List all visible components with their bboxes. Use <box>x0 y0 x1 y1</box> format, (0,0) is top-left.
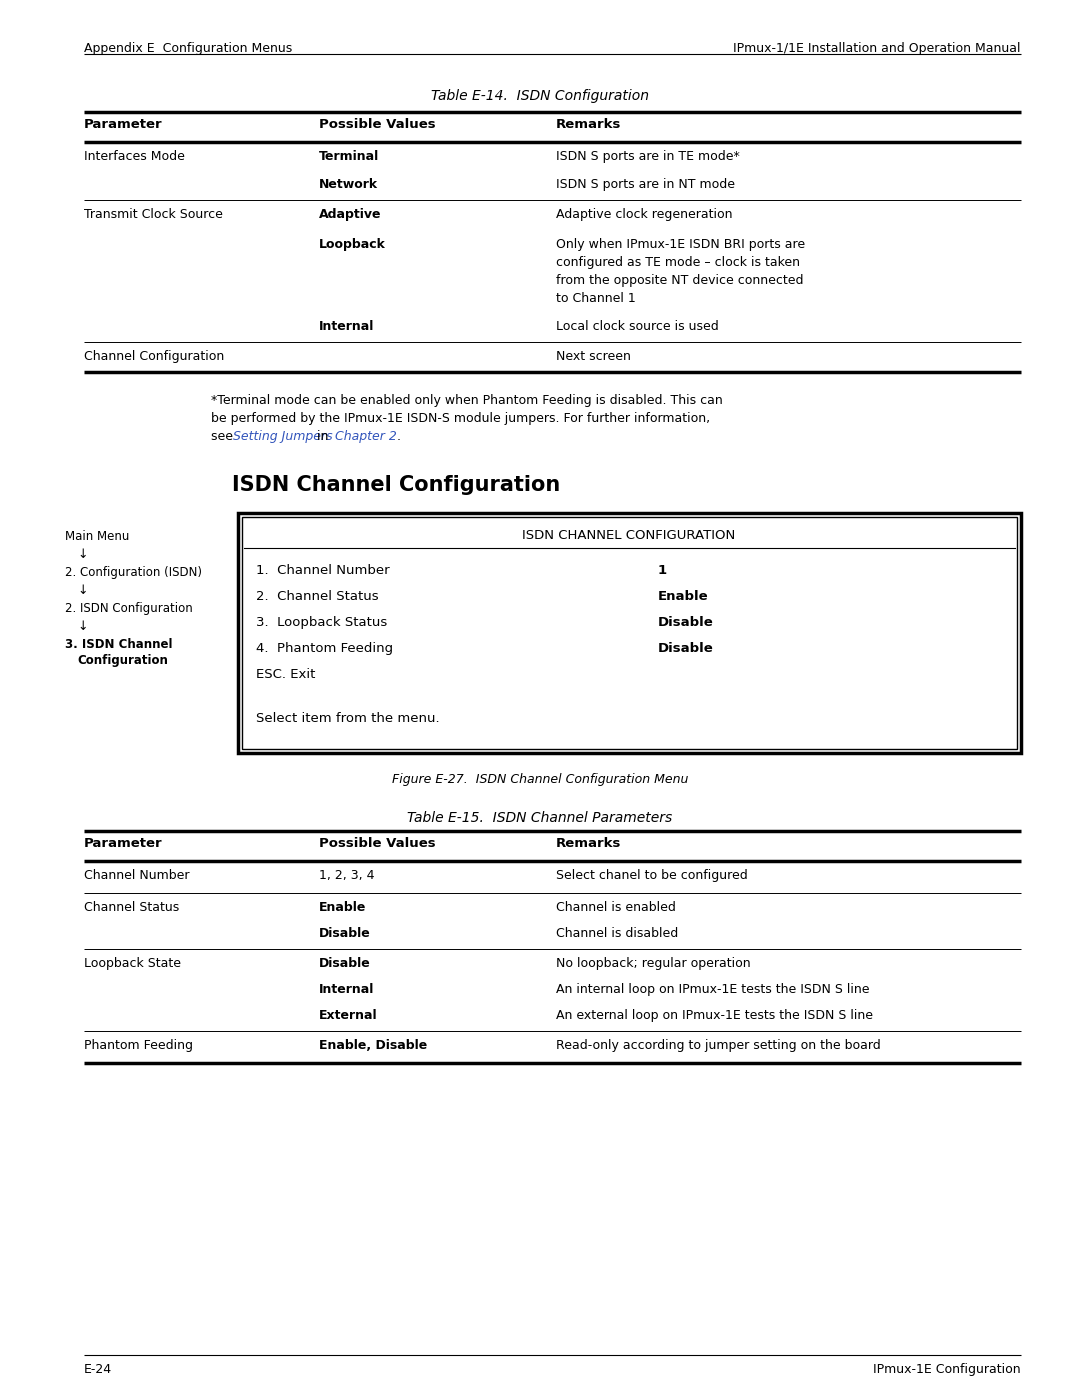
Text: Possible Values: Possible Values <box>319 117 435 131</box>
Text: Disable: Disable <box>319 928 370 940</box>
Text: be performed by the IPmux-1E ISDN-S module jumpers. For further information,: be performed by the IPmux-1E ISDN-S modu… <box>211 412 710 425</box>
Text: Possible Values: Possible Values <box>319 837 435 849</box>
Text: Only when IPmux-1E ISDN BRI ports are: Only when IPmux-1E ISDN BRI ports are <box>556 237 806 251</box>
Text: Disable: Disable <box>658 616 714 629</box>
Text: 2. ISDN Configuration: 2. ISDN Configuration <box>65 602 192 615</box>
Text: from the opposite NT device connected: from the opposite NT device connected <box>556 274 804 286</box>
Text: 1.  Channel Number: 1. Channel Number <box>256 564 389 577</box>
Text: in: in <box>312 430 332 443</box>
Text: configured as TE mode – clock is taken: configured as TE mode – clock is taken <box>556 256 800 270</box>
Text: Loopback State: Loopback State <box>84 957 181 970</box>
Text: 1, 2, 3, 4: 1, 2, 3, 4 <box>319 869 374 882</box>
Text: Internal: Internal <box>319 983 374 996</box>
Text: ↓: ↓ <box>78 584 89 597</box>
Text: *Terminal mode can be enabled only when Phantom Feeding is disabled. This can: *Terminal mode can be enabled only when … <box>211 394 723 407</box>
Text: IPmux-1E Configuration: IPmux-1E Configuration <box>873 1363 1021 1376</box>
Text: Adaptive clock regeneration: Adaptive clock regeneration <box>556 208 732 221</box>
Text: An internal loop on IPmux-1E tests the ISDN S line: An internal loop on IPmux-1E tests the I… <box>556 983 869 996</box>
Text: Channel is enabled: Channel is enabled <box>556 901 676 914</box>
Text: ESC. Exit: ESC. Exit <box>256 668 315 680</box>
Text: Select item from the menu.: Select item from the menu. <box>256 712 440 725</box>
Text: ISDN S ports are in NT mode: ISDN S ports are in NT mode <box>556 177 735 191</box>
Text: Chapter 2: Chapter 2 <box>335 430 396 443</box>
Bar <box>242 517 1016 749</box>
Text: Terminal: Terminal <box>319 149 379 163</box>
Text: ISDN CHANNEL CONFIGURATION: ISDN CHANNEL CONFIGURATION <box>523 529 735 542</box>
Text: Network: Network <box>319 177 378 191</box>
Text: Remarks: Remarks <box>556 837 622 849</box>
Text: Remarks: Remarks <box>556 117 622 131</box>
Text: Enable, Disable: Enable, Disable <box>319 1039 427 1052</box>
Text: Appendix E  Configuration Menus: Appendix E Configuration Menus <box>84 42 293 54</box>
Text: Configuration: Configuration <box>78 654 168 666</box>
Text: Main Menu: Main Menu <box>65 529 130 543</box>
Text: Read-only according to jumper setting on the board: Read-only according to jumper setting on… <box>556 1039 881 1052</box>
Text: Interfaces Mode: Interfaces Mode <box>84 149 185 163</box>
Text: ↓: ↓ <box>78 548 89 562</box>
Text: ISDN Channel Configuration: ISDN Channel Configuration <box>232 475 561 495</box>
Text: Transmit Clock Source: Transmit Clock Source <box>84 208 224 221</box>
Text: IPmux-1/1E Installation and Operation Manual: IPmux-1/1E Installation and Operation Ma… <box>733 42 1021 54</box>
Text: ISDN S ports are in TE mode*: ISDN S ports are in TE mode* <box>556 149 740 163</box>
Text: Setting Jumpers: Setting Jumpers <box>232 430 333 443</box>
Text: 2. Configuration (ISDN): 2. Configuration (ISDN) <box>65 566 202 578</box>
Text: Parameter: Parameter <box>84 837 163 849</box>
Text: Table E-14.  ISDN Configuration: Table E-14. ISDN Configuration <box>431 89 649 103</box>
Text: 3. ISDN Channel: 3. ISDN Channel <box>65 638 173 651</box>
Text: Figure E-27.  ISDN Channel Configuration Menu: Figure E-27. ISDN Channel Configuration … <box>392 773 688 787</box>
Text: Phantom Feeding: Phantom Feeding <box>84 1039 193 1052</box>
Text: 1: 1 <box>658 564 666 577</box>
Text: Channel Status: Channel Status <box>84 901 179 914</box>
Text: External: External <box>319 1009 377 1023</box>
Text: An external loop on IPmux-1E tests the ISDN S line: An external loop on IPmux-1E tests the I… <box>556 1009 874 1023</box>
Text: Parameter: Parameter <box>84 117 163 131</box>
Text: Channel is disabled: Channel is disabled <box>556 928 678 940</box>
Text: 4.  Phantom Feeding: 4. Phantom Feeding <box>256 643 393 655</box>
Text: Disable: Disable <box>658 643 714 655</box>
Text: Select chanel to be configured: Select chanel to be configured <box>556 869 748 882</box>
Text: No loopback; regular operation: No loopback; regular operation <box>556 957 751 970</box>
Text: Channel Configuration: Channel Configuration <box>84 351 225 363</box>
Text: Disable: Disable <box>319 957 370 970</box>
Text: Channel Number: Channel Number <box>84 869 190 882</box>
Text: Loopback: Loopback <box>319 237 386 251</box>
Text: 3.  Loopback Status: 3. Loopback Status <box>256 616 387 629</box>
Text: .: . <box>396 430 401 443</box>
Text: see: see <box>211 430 237 443</box>
Text: Internal: Internal <box>319 320 374 332</box>
Text: Adaptive: Adaptive <box>319 208 381 221</box>
Text: ↓: ↓ <box>78 620 89 633</box>
Text: Enable: Enable <box>319 901 366 914</box>
Text: E-24: E-24 <box>84 1363 112 1376</box>
Text: to Channel 1: to Channel 1 <box>556 292 636 305</box>
Text: Table E-15.  ISDN Channel Parameters: Table E-15. ISDN Channel Parameters <box>407 812 673 826</box>
Bar <box>238 513 1021 753</box>
Text: Next screen: Next screen <box>556 351 631 363</box>
Text: Local clock source is used: Local clock source is used <box>556 320 719 332</box>
Text: 2.  Channel Status: 2. Channel Status <box>256 590 378 604</box>
Text: Enable: Enable <box>658 590 708 604</box>
